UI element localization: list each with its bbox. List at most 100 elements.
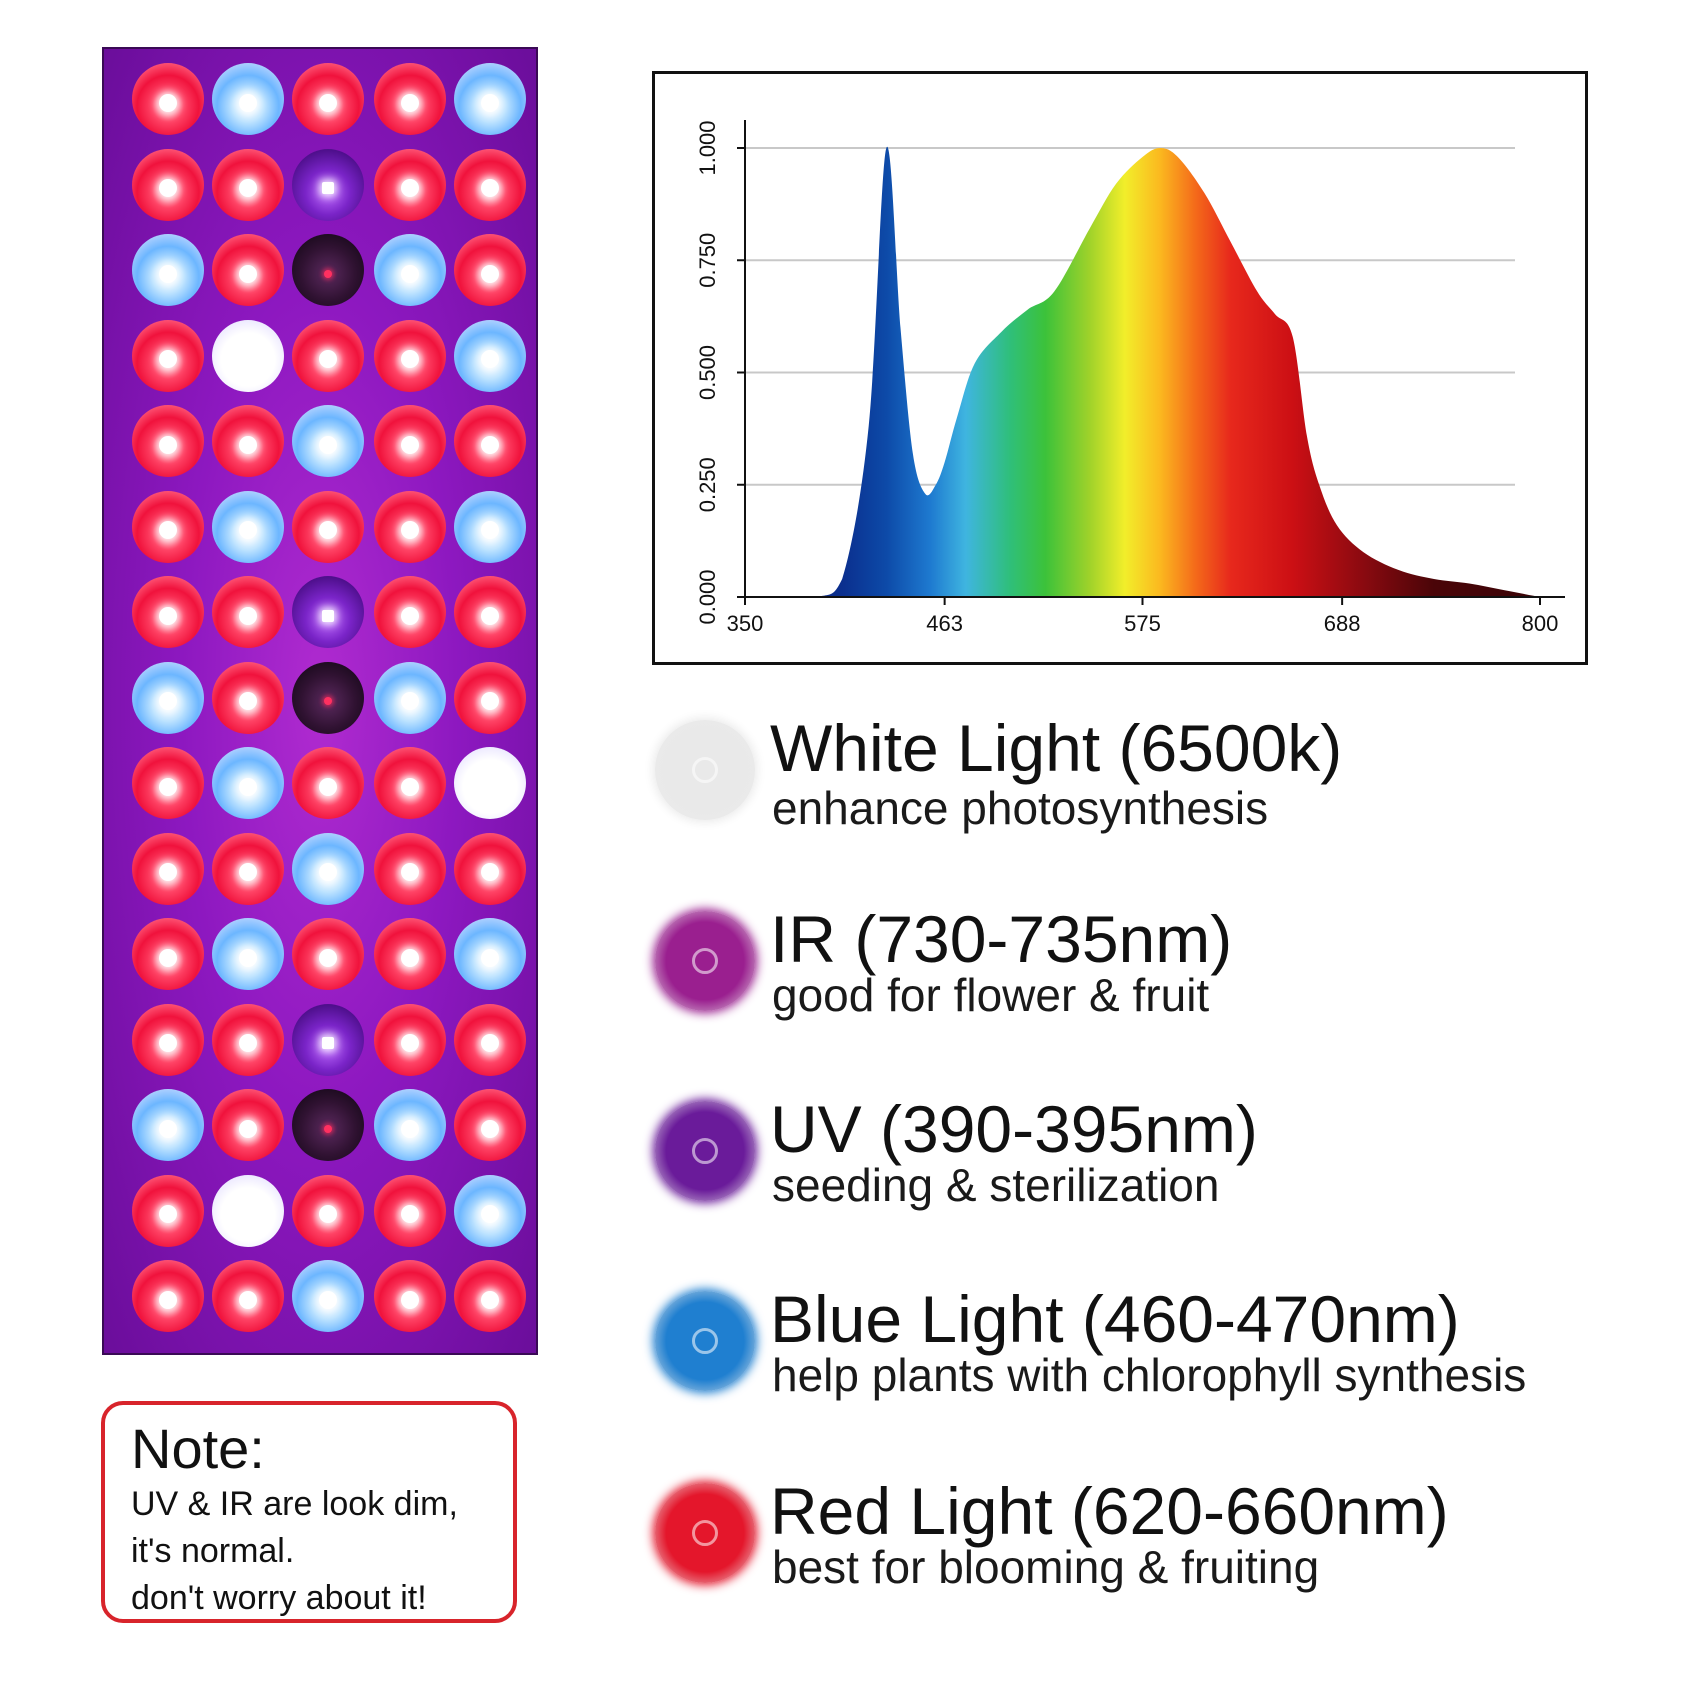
red-led bbox=[212, 234, 284, 306]
red-led bbox=[292, 63, 364, 135]
red-led bbox=[132, 576, 204, 648]
note-line: it's normal. bbox=[131, 1532, 295, 1570]
legend-title: Red Light (620-660nm) bbox=[770, 1474, 1449, 1548]
legend-title: Blue Light (460-470nm) bbox=[770, 1282, 1460, 1356]
red-led bbox=[212, 832, 284, 905]
legend-item-uv: UV (390-395nm) seeding & sterilization bbox=[655, 1093, 1675, 1243]
red-led-icon bbox=[655, 1483, 755, 1583]
legend-subtitle: good for flower & fruit bbox=[772, 969, 1210, 1021]
red-led bbox=[132, 918, 204, 990]
blue-led bbox=[454, 63, 526, 135]
y-tick-label: 1.000 bbox=[695, 120, 720, 175]
red-led bbox=[374, 148, 446, 221]
x-tick-label: 800 bbox=[1522, 611, 1559, 636]
red-led bbox=[132, 1260, 204, 1332]
red-led bbox=[454, 1003, 526, 1076]
red-led bbox=[292, 747, 364, 819]
white-led bbox=[454, 747, 526, 819]
red-led bbox=[454, 1089, 526, 1161]
red-led bbox=[454, 661, 526, 734]
legend-subtitle: seeding & sterilization bbox=[772, 1159, 1220, 1211]
legend-title: White Light (6500k) bbox=[770, 711, 1343, 785]
blue-led-icon bbox=[655, 1291, 755, 1391]
note-box: Note: UV & IR are look dim, it's normal.… bbox=[101, 1401, 517, 1623]
blue-led bbox=[212, 747, 284, 819]
red-led bbox=[374, 319, 446, 392]
red-led bbox=[212, 1089, 284, 1161]
red-led bbox=[132, 1003, 204, 1076]
y-tick-label: 0.500 bbox=[695, 345, 720, 400]
blue-led bbox=[212, 490, 284, 563]
blue-led bbox=[454, 490, 526, 563]
spectrum-chart-svg: 0.000 0.250 0.500 0.750 1.000 350 463 575 688 800 bbox=[695, 120, 1565, 636]
y-tick-label: 0.750 bbox=[695, 233, 720, 288]
red-led bbox=[454, 405, 526, 477]
x-tick-label: 463 bbox=[926, 611, 963, 636]
note-title: Note: bbox=[131, 1417, 265, 1480]
blue-led bbox=[212, 918, 284, 990]
red-led bbox=[132, 1174, 204, 1247]
blue-led bbox=[454, 319, 526, 392]
blue-led bbox=[212, 63, 284, 135]
y-tick-label: 0.000 bbox=[695, 569, 720, 624]
red-led bbox=[212, 1260, 284, 1332]
red-led bbox=[132, 747, 204, 819]
red-led bbox=[292, 918, 364, 990]
blue-led bbox=[374, 234, 446, 306]
red-led bbox=[454, 148, 526, 221]
red-led bbox=[374, 832, 446, 905]
red-led bbox=[454, 234, 526, 306]
red-led bbox=[454, 576, 526, 648]
red-led bbox=[374, 747, 446, 819]
spectrum-chart: 0.000 0.250 0.500 0.750 1.000 350 463 575 688 800 bbox=[652, 71, 1588, 665]
white-led bbox=[212, 319, 284, 392]
note-line: don't worry about it! bbox=[131, 1579, 427, 1617]
led-grow-panel bbox=[102, 47, 538, 1355]
red-led bbox=[374, 405, 446, 477]
legend-title: IR (730-735nm) bbox=[770, 902, 1233, 976]
red-led bbox=[454, 832, 526, 905]
red-led bbox=[212, 1003, 284, 1076]
blue-led bbox=[374, 1089, 446, 1161]
red-led bbox=[374, 576, 446, 648]
blue-led bbox=[454, 1174, 526, 1247]
red-led bbox=[374, 1260, 446, 1332]
red-led bbox=[454, 1260, 526, 1332]
x-tick-label: 688 bbox=[1324, 611, 1361, 636]
legend-subtitle: help plants with chlorophyll synthesis bbox=[772, 1349, 1527, 1401]
red-led bbox=[292, 1174, 364, 1247]
note-line: UV & IR are look dim, bbox=[131, 1485, 458, 1523]
white-led bbox=[212, 1174, 284, 1247]
red-led bbox=[212, 405, 284, 477]
red-led bbox=[132, 148, 204, 221]
legend-subtitle: enhance photosynthesis bbox=[772, 782, 1269, 834]
red-led bbox=[292, 490, 364, 563]
red-led bbox=[374, 490, 446, 563]
red-led bbox=[132, 832, 204, 905]
blue-led bbox=[132, 661, 204, 734]
uv-led-icon bbox=[655, 1101, 755, 1201]
legend-title: UV (390-395nm) bbox=[770, 1092, 1258, 1166]
red-led bbox=[132, 63, 204, 135]
red-led bbox=[374, 918, 446, 990]
uv-led bbox=[292, 576, 364, 648]
legend-subtitle: best for blooming & fruiting bbox=[772, 1541, 1320, 1593]
blue-led bbox=[292, 1260, 364, 1332]
blue-led bbox=[132, 1089, 204, 1161]
x-tick-label: 350 bbox=[727, 611, 764, 636]
ir-led bbox=[292, 661, 364, 734]
red-led bbox=[292, 319, 364, 392]
blue-led bbox=[292, 832, 364, 905]
y-tick-label: 0.250 bbox=[695, 457, 720, 512]
uv-led bbox=[292, 148, 364, 221]
ir-led-icon bbox=[655, 911, 755, 1011]
red-led bbox=[374, 1174, 446, 1247]
red-led bbox=[212, 148, 284, 221]
red-led bbox=[132, 405, 204, 477]
legend-item-ir: IR (730-735nm) good for flower & fruit bbox=[655, 903, 1675, 1053]
red-led bbox=[132, 490, 204, 563]
red-led bbox=[374, 1003, 446, 1076]
blue-led bbox=[454, 918, 526, 990]
legend-item-red: Red Light (620-660nm) best for blooming … bbox=[655, 1475, 1675, 1625]
legend-item-white: White Light (6500k) enhance photosynthes… bbox=[655, 712, 1675, 862]
